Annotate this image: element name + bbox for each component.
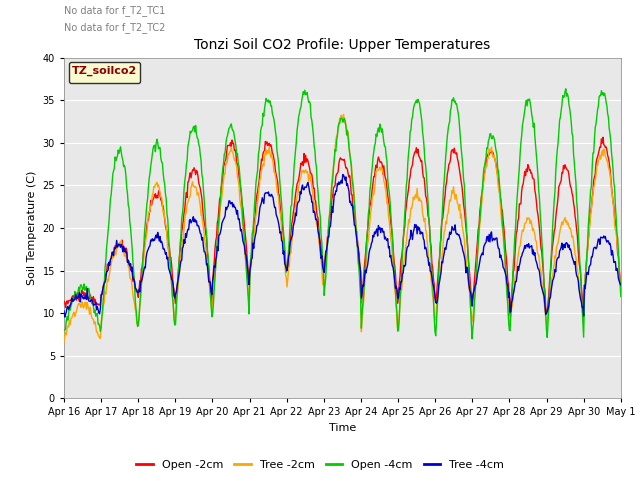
Title: Tonzi Soil CO2 Profile: Upper Temperatures: Tonzi Soil CO2 Profile: Upper Temperatur…	[195, 38, 490, 52]
Text: No data for f_T2_TC1: No data for f_T2_TC1	[64, 5, 165, 16]
Y-axis label: Soil Temperature (C): Soil Temperature (C)	[27, 171, 37, 285]
X-axis label: Time: Time	[329, 423, 356, 433]
Legend: Open -2cm, Tree -2cm, Open -4cm, Tree -4cm: Open -2cm, Tree -2cm, Open -4cm, Tree -4…	[132, 456, 508, 474]
Legend: 	[69, 62, 140, 84]
Text: No data for f_T2_TC2: No data for f_T2_TC2	[64, 22, 165, 33]
